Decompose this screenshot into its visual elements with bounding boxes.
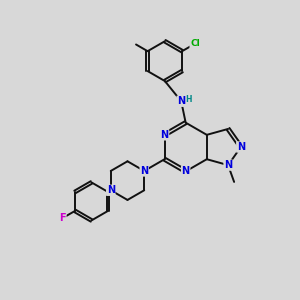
Text: N: N — [182, 167, 190, 176]
Text: N: N — [224, 160, 232, 170]
Text: N: N — [177, 96, 185, 106]
Text: Cl: Cl — [190, 39, 200, 48]
Text: N: N — [140, 166, 148, 176]
Text: N: N — [237, 142, 245, 152]
Text: F: F — [59, 213, 66, 223]
Text: H: H — [185, 95, 191, 104]
Text: N: N — [107, 185, 115, 195]
Text: N: N — [160, 130, 169, 140]
